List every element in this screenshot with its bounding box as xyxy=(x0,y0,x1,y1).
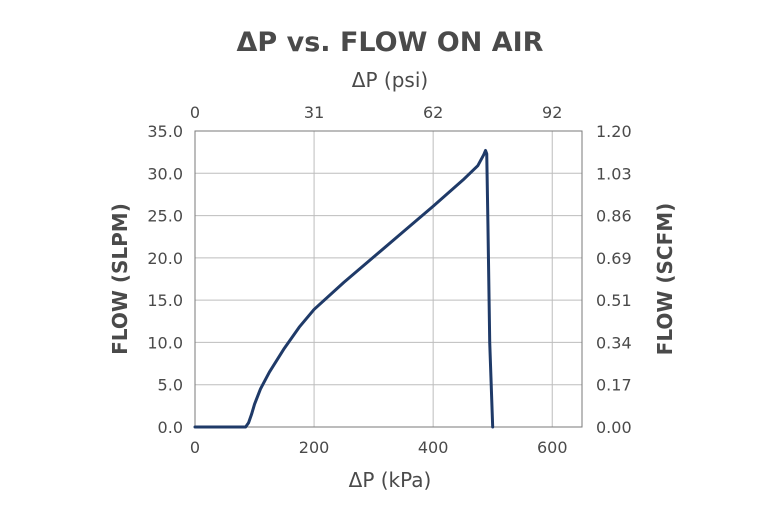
x2-tick-label: 62 xyxy=(423,103,443,122)
y-tick-label: 15.0 xyxy=(147,291,183,310)
series-layer xyxy=(193,148,495,429)
y2-tick-label: 1.20 xyxy=(596,122,632,141)
x-tick-label: 400 xyxy=(418,438,449,457)
x2-tick-label: 0 xyxy=(190,103,200,122)
x2-tick-label: 92 xyxy=(542,103,562,122)
tick-labels: 0 200 400 600 0 31 62 92 0.0 5.0 10.0 15.0 20.0 25.0 3… xyxy=(147,103,631,457)
y-tick-label: 35.0 xyxy=(147,122,183,141)
x2-axis-title: ΔP (psi) xyxy=(352,68,428,92)
y-tick-label: 25.0 xyxy=(147,207,183,226)
y2-axis-title: FLOW (SCFM) xyxy=(653,203,677,356)
y2-tick-label: 0.34 xyxy=(596,333,632,352)
y2-tick-label: 0.17 xyxy=(596,376,632,395)
y-tick-label: 20.0 xyxy=(147,249,183,268)
x2-tick-label: 31 xyxy=(304,103,324,122)
y2-tick-label: 0.69 xyxy=(596,249,632,268)
x-tick-label: 200 xyxy=(299,438,330,457)
y-tick-label: 5.0 xyxy=(158,376,183,395)
y2-tick-label: 0.51 xyxy=(596,291,632,310)
y-tick-label: 0.0 xyxy=(158,418,183,437)
y-tick-label: 30.0 xyxy=(147,164,183,183)
x-tick-label: 0 xyxy=(190,438,200,457)
chart-title: ΔP vs. FLOW ON AIR xyxy=(237,27,544,58)
y-axis-title: FLOW (SLPM) xyxy=(108,203,132,355)
y2-tick-label: 1.03 xyxy=(596,164,632,183)
flow-series-line xyxy=(193,148,495,429)
grid-lines xyxy=(195,131,582,427)
y-tick-label: 10.0 xyxy=(147,333,183,352)
plot-frame xyxy=(194,130,583,428)
y2-tick-label: 0.86 xyxy=(596,207,632,226)
x-axis-title: ΔP (kPa) xyxy=(349,468,432,492)
y2-tick-label: 0.00 xyxy=(596,418,632,437)
x-tick-label: 600 xyxy=(537,438,568,457)
